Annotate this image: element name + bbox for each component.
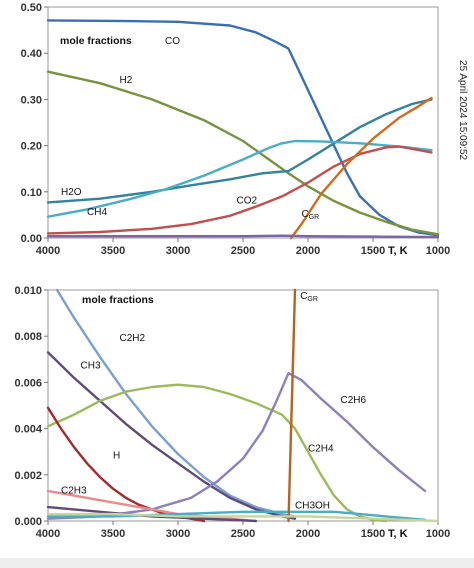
y-tick-label: 0.30 [21,94,42,106]
chart-title: mole fractions [82,294,154,306]
series-line-minor [46,234,440,239]
series-label-c2h2: C2H2 [120,333,146,344]
series-line-c2h3 [46,489,258,523]
x-tick-label: 4000 [36,245,60,257]
x-tick-label: 1000 [426,245,450,257]
y-tick-label: 0.00 [21,233,42,245]
series-label-co2: CO2 [237,195,258,206]
series-line-c-gr [287,288,297,523]
chart-title: mole fractions [60,35,132,47]
series-line-co2 [46,145,433,235]
x-tick-label: 1000 [426,528,450,540]
series-label-co: CO [165,36,180,47]
series-line-co [46,19,440,237]
series-label-c2h3: C2H3 [61,485,87,496]
x-tick-label: 3500 [101,245,125,257]
series-line-minor2 [46,512,440,523]
x-tick-label: 3000 [166,528,190,540]
plot-area [47,289,439,522]
y-tick-label: 0.006 [14,377,42,389]
series-label-c2h6: C2H6 [341,395,367,406]
series-line-c2h6 [46,372,427,520]
y-tick-label: 0.000 [14,516,42,528]
y-tick-label: 0.004 [14,424,42,436]
y-tick-label: 0.40 [21,48,42,60]
plot-area [47,6,439,239]
y-tick-label: 0.010 [14,285,42,297]
x-tick-label: 4000 [36,528,60,540]
y-tick-label: 0.002 [14,470,42,482]
x-tick-label: 2500 [231,528,255,540]
top-chart-panel: 0.00 0.10 0.20 0.30 0.40 0.50 4000 3500 3000 2500… [21,2,451,257]
series-line-c-gr [289,96,433,240]
series-label-h: H [113,451,120,462]
series-label-ch3oh: CH3OH [295,500,330,511]
series-line-ch4 [46,139,433,218]
x-axis-label: T, K [388,245,408,257]
y-tick-label: 0.20 [21,141,42,153]
x-tick-label: 3500 [101,528,125,540]
bottom-chart-panel: 0.000 0.002 0.004 0.006 0.008 0.010 4000 3500 30… [14,285,450,540]
series-label-ch4: CH4 [87,207,107,218]
timestamp-stamp: 25 April 2024 15:09:52 [457,60,468,161]
series-label-h2o: H2O [61,187,82,198]
x-tick-label: 2500 [231,245,255,257]
x-tick-label: 2000 [296,528,320,540]
series-label-c2h4: C2H4 [308,444,334,455]
x-tick-label: 1500 [361,245,385,257]
series-line-c2h4 [46,383,388,523]
series-line-c2h2 [55,288,297,518]
series-label-ch3: CH3 [81,361,101,372]
x-tick-label: 3000 [166,245,190,257]
series-label-h2: H2 [120,75,133,86]
footer-bar [0,558,474,568]
y-tick-label: 0.10 [21,187,42,199]
x-tick-label: 2000 [296,245,320,257]
y-tick-label: 0.50 [21,2,42,14]
x-tick-label: 1500 [361,528,385,540]
y-tick-label: 0.008 [14,331,42,343]
series-line-h2 [46,70,440,236]
x-axis-label: T, K [388,528,408,540]
